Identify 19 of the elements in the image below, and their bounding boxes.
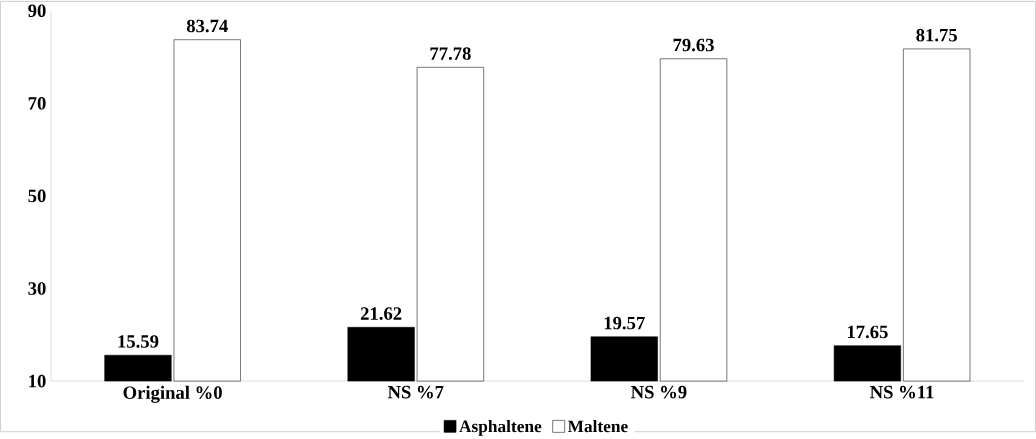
- data-label: 21.62: [360, 307, 402, 320]
- x-tick-label: NS %11: [870, 385, 934, 399]
- legend-label: Maltene: [567, 419, 628, 433]
- data-label: 15.59: [118, 335, 159, 348]
- data-label: 77.78: [430, 47, 471, 60]
- x-tick-label: NS %7: [387, 385, 444, 399]
- data-label: 81.75: [916, 28, 957, 42]
- data-label: 19.57: [604, 316, 645, 330]
- data-label: 83.74: [186, 19, 228, 33]
- legend-label: Asphaltene: [459, 419, 542, 436]
- x-tick-label: NS %9: [631, 385, 687, 399]
- y-tick-label: 10: [29, 374, 46, 388]
- x-tick-label: Original %0: [123, 385, 222, 403]
- y-tick-label: 90: [28, 4, 46, 17]
- y-tick-label: 70: [28, 96, 46, 110]
- y-tick-label: 50: [28, 189, 46, 203]
- data-label: 79.63: [673, 38, 714, 52]
- data-label: 17.65: [847, 325, 888, 339]
- y-tick-label: 30: [28, 282, 46, 295]
